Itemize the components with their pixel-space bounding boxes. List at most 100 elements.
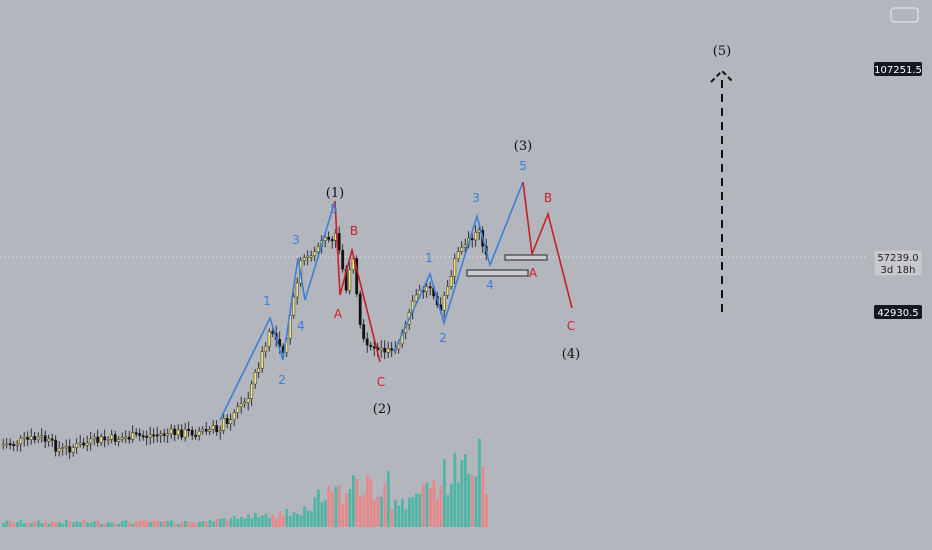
volume-bar-10 [37,520,40,527]
candle-22 [78,442,82,445]
volume-bar-92 [324,499,327,527]
volume-bar-129 [453,452,457,527]
volume-bar-138 [485,493,488,527]
candle-9 [33,436,37,440]
support-box-2 [504,254,548,261]
volume-bar-91 [320,502,324,527]
wave-label-Ab: A [529,266,538,280]
candle-93 [327,237,331,240]
candle-111 [390,348,394,351]
volume-bar-112 [394,500,397,527]
candle-87 [306,255,310,258]
volume-bar-68 [240,516,243,527]
candle-21 [75,443,79,448]
candle-62 [218,430,222,433]
volume-bar-27 [96,520,100,527]
volume-bar-118 [415,493,418,527]
volume-bar-136 [478,438,481,527]
candle-134 [470,238,474,241]
volume-bar-81 [285,508,289,527]
volume-bar-85 [299,515,303,527]
volume-bar-38 [135,521,138,527]
volume-bar-67 [236,518,240,527]
candle-68 [239,403,243,408]
candle-25 [89,438,93,444]
volume-bar-77 [271,514,275,527]
candle-94 [330,239,334,242]
wave-label-5a: 5 [330,202,338,216]
wave-label-1b: 1 [425,251,433,265]
volume-bar-58 [205,521,208,527]
degree-label-2: (2) [373,402,391,417]
volume-bar-66 [233,515,236,527]
candle-89 [313,251,317,257]
candle-11 [40,435,44,438]
correction-wave-path-1 [334,200,381,363]
volume-bar-1 [5,520,9,527]
candle-47 [166,433,170,436]
volume-bar-13 [47,523,51,527]
candle-12 [43,435,47,442]
candle-59 [208,429,212,432]
candle-109 [383,347,387,353]
top-right-button[interactable] [890,7,919,23]
support-box-1 [466,269,529,277]
volume-bar-50 [177,523,180,527]
wave-label-5b: 5 [519,159,527,173]
candle-64 [225,418,229,424]
candlesticks [1,225,488,459]
volume-bar-8 [30,523,33,527]
volume-bar-5 [19,520,23,527]
candle-126 [442,295,446,311]
candle-13 [47,438,51,442]
candle-54 [190,429,194,436]
candle-26 [92,436,96,440]
candle-55 [194,434,198,437]
volume-bar-37 [131,523,135,527]
volume-bar-52 [184,521,187,527]
volume-bar-63 [222,518,226,527]
svg-text:107251.5: 107251.5 [874,65,922,76]
candle-110 [386,348,390,353]
volume-bar-97 [341,504,345,527]
candle-84 [295,282,299,298]
wave-label-1a: 1 [263,294,271,308]
volume-bar-18 [65,520,68,527]
volume-bar-123 [432,480,436,527]
volume-bar-65 [229,518,233,527]
candle-14 [50,438,54,441]
candle-42 [148,434,152,438]
wave-label-Ba: B [350,224,358,238]
volume-bar-101 [355,478,359,527]
candle-52 [183,429,187,438]
candle-66 [232,412,236,420]
volume-bar-127 [446,494,450,527]
candle-106 [372,346,376,349]
volume-bar-62 [219,518,222,527]
volume-bar-83 [292,511,296,527]
volume-bar-20 [72,522,75,527]
wave-label-2a: 2 [278,373,286,387]
candle-129 [453,258,457,277]
volume-bar-114 [401,499,404,527]
volume-bar-133 [467,473,471,527]
volume-bar-6 [23,523,26,527]
price-label-low: 42930.5 [874,305,922,319]
volume-bar-74 [261,515,264,527]
volume-bar-54 [191,522,194,527]
volume-bar-105 [369,479,373,527]
candle-136 [477,230,481,233]
volume-bar-3 [12,523,16,527]
volume-bar-24 [86,522,89,527]
volume-bar-80 [282,515,285,527]
svg-text:3d 18h: 3d 18h [881,265,916,276]
candle-37 [131,432,135,440]
candle-36 [127,436,131,440]
candle-19 [68,446,72,453]
volume-bar-32 [114,523,117,527]
svg-text:57239.0: 57239.0 [877,253,918,264]
volume-bar-99 [348,489,352,527]
volume-bar-109 [383,483,387,527]
volume-bar-117 [411,497,415,527]
